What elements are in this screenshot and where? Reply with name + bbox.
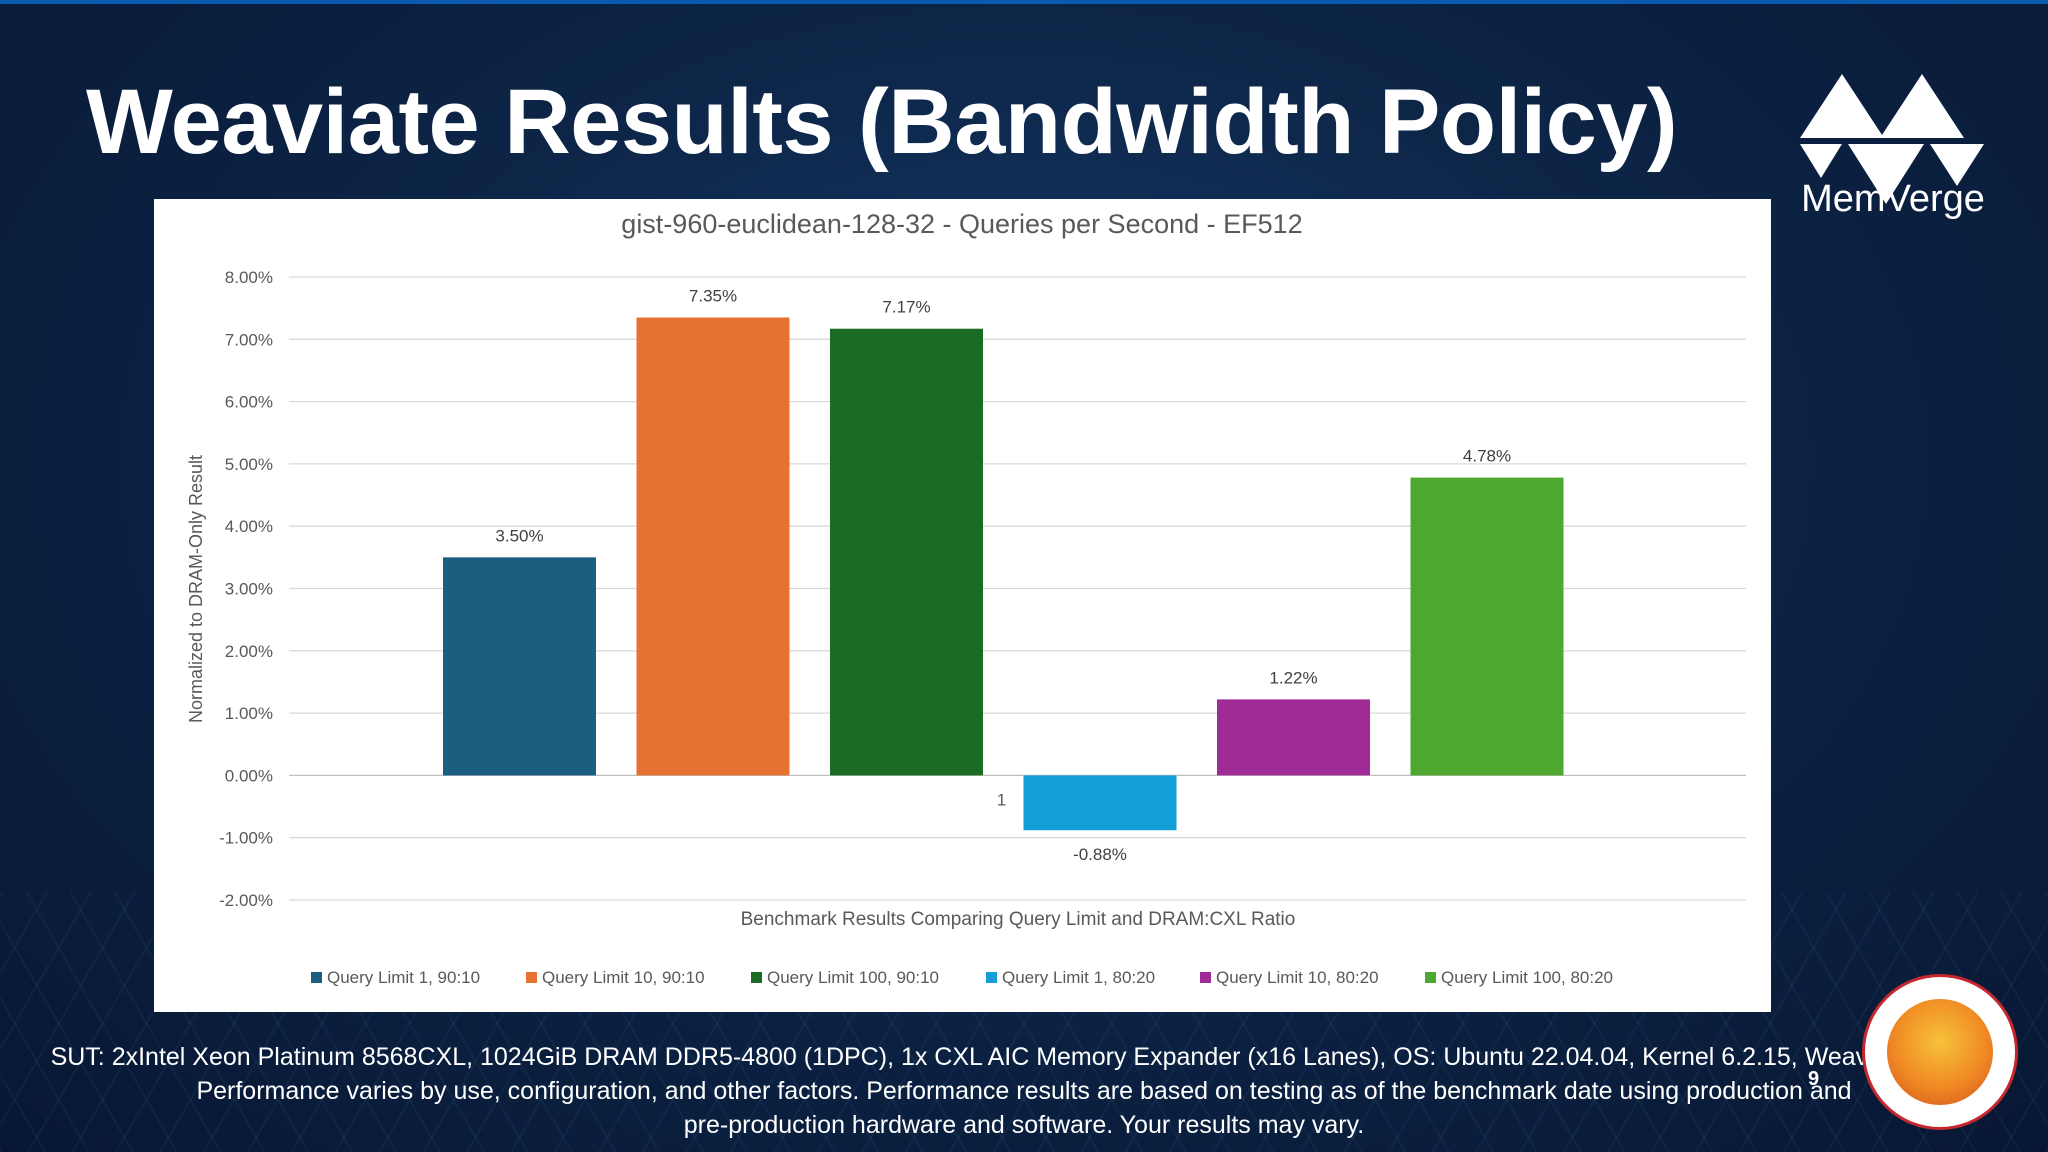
- data-label: 7.17%: [882, 298, 930, 317]
- y-tick-label: -2.00%: [219, 891, 273, 910]
- bar: [443, 557, 596, 776]
- y-tick-label: 0.00%: [225, 766, 273, 785]
- legend-swatch: [751, 972, 762, 983]
- y-tick-label: 6.00%: [225, 393, 273, 412]
- y-axis-label: Normalized to DRAM-Only Result: [186, 455, 206, 723]
- bar: [1410, 477, 1564, 776]
- bar: [1217, 699, 1370, 776]
- category-label: 1: [997, 790, 1006, 809]
- legend-label: Query Limit 100, 80:20: [1441, 968, 1613, 987]
- data-label: 7.35%: [689, 286, 737, 305]
- y-tick-label: 8.00%: [225, 268, 273, 287]
- memverge-logo-icon: [1800, 74, 1984, 204]
- x-axis-label: Benchmark Results Comparing Query Limit …: [741, 909, 1296, 930]
- y-tick-label: -1.00%: [219, 829, 273, 848]
- chart-title: gist-960-euclidean-128-32 - Queries per …: [621, 209, 1302, 239]
- data-labels: 3.50% 7.35% 7.17% -0.88% 1.22% 4.78%: [495, 286, 1511, 864]
- y-tick-label: 3.00%: [225, 580, 273, 599]
- bars: [443, 317, 1564, 831]
- data-label: -0.88%: [1073, 845, 1127, 864]
- legend-label: Query Limit 100, 90:10: [767, 968, 939, 987]
- legend-swatch: [1200, 972, 1211, 983]
- legend-swatch: [986, 972, 997, 983]
- legend-label: Query Limit 10, 80:20: [1216, 968, 1379, 987]
- y-tick-label: 1.00%: [225, 704, 273, 723]
- legend-label: Query Limit 10, 90:10: [542, 968, 705, 987]
- footer-disclaimer-2: pre-production hardware and software. Yo…: [683, 1111, 1365, 1139]
- legend: Query Limit 1, 90:10 Query Limit 10, 90:1…: [311, 968, 1613, 987]
- y-tick-label: 5.00%: [225, 455, 273, 474]
- footer-sut: SUT: 2xIntel Xeon Platinum 8568CXL, 1024…: [50, 1043, 1998, 1071]
- legend-swatch: [311, 972, 322, 983]
- bar: [830, 328, 983, 776]
- slide-title: Weaviate Results (Bandwidth Policy): [86, 71, 1678, 173]
- page-number: 9: [1808, 1068, 1820, 1090]
- data-label: 1.22%: [1269, 668, 1317, 687]
- y-tick-label: 2.00%: [225, 642, 273, 661]
- badge-emblem-icon: [1887, 999, 1993, 1105]
- legend-label: Query Limit 1, 80:20: [1002, 968, 1155, 987]
- top-accent-line: [0, 0, 2048, 4]
- y-tick-label: 4.00%: [225, 517, 273, 536]
- legend-swatch: [1425, 972, 1436, 983]
- data-label: 4.78%: [1463, 447, 1511, 466]
- data-label: 3.50%: [495, 526, 543, 545]
- bar-chart: gist-960-euclidean-128-32 - Queries per …: [186, 209, 1746, 987]
- logo-wordmark: MemVerge: [1801, 178, 1985, 220]
- legend-label: Query Limit 1, 90:10: [327, 968, 480, 987]
- footer: SUT: 2xIntel Xeon Platinum 8568CXL, 1024…: [0, 1040, 2048, 1142]
- footer-disclaimer-1: Performance varies by use, configuration…: [196, 1077, 1852, 1105]
- chart-panel: gist-960-euclidean-128-32 - Queries per …: [154, 199, 1771, 1012]
- bar: [636, 317, 790, 776]
- y-tick-label: 7.00%: [225, 330, 273, 349]
- y-axis-ticks: 8.00% 7.00% 6.00% 5.00% 4.00% 3.00% 2.00% 1.00%…: [219, 268, 273, 910]
- legend-swatch: [526, 972, 537, 983]
- bar: [1023, 775, 1177, 831]
- memory-fabric-forum-badge-icon: [1862, 974, 2018, 1130]
